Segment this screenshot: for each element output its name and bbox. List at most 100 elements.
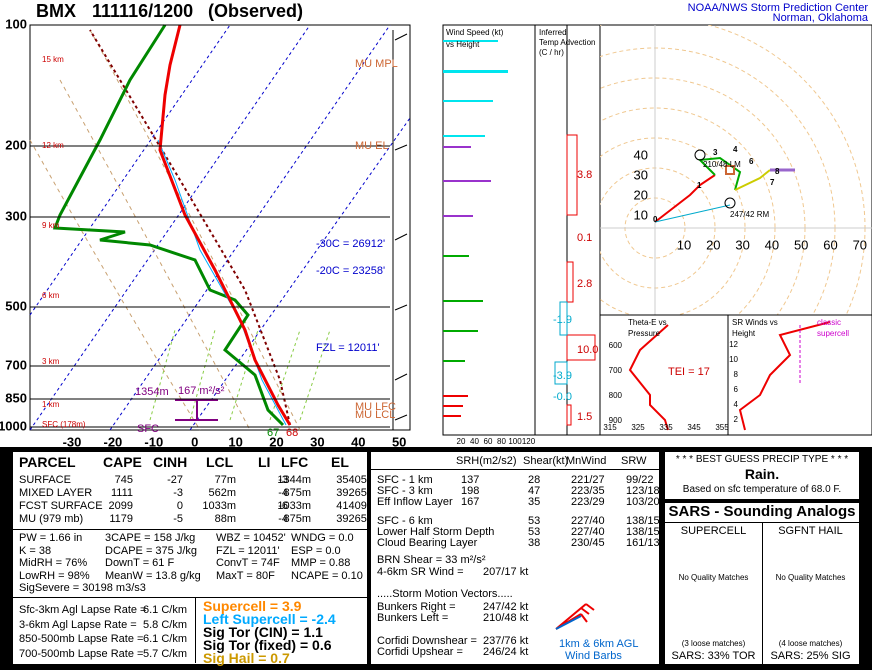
sars-result: SARS: 33% TOR [671, 650, 756, 662]
height-label: SFC (178m) [42, 420, 86, 429]
motion-title: .....Storm Motion Vectors..... [377, 588, 513, 600]
height-label: 1 km [42, 400, 60, 409]
srw-tick: 2 [734, 415, 739, 424]
parcel-header: LCL [206, 454, 234, 470]
hodo-x-tick: 30 [735, 237, 749, 252]
height-label: 9 km [42, 221, 60, 230]
adv-title: (C / hr) [539, 48, 564, 57]
hodo-hour: 3 [713, 148, 718, 157]
kin-cell: SFC - 6 km [377, 515, 433, 527]
barb-icon [555, 603, 595, 630]
pressure-label: 100 [5, 16, 27, 31]
precip-box: * * * BEST GUESS PRECIP TYPE * * * Rain. B… [664, 451, 860, 500]
thetae-p-tick: 800 [609, 391, 623, 400]
parcel-cell: 1179 [109, 513, 133, 525]
parcel-header: CINH [153, 454, 188, 470]
thermo-item: LowRH = 98% [19, 569, 90, 582]
adv-value: -3.9 [553, 370, 572, 382]
index: Sig Hail = 0.7 [203, 650, 290, 666]
eff-srh: 167 m²/s² [178, 385, 225, 397]
srw-title: SR Winds vs [732, 318, 778, 327]
parcel-cell: -4 [278, 487, 288, 499]
height-label: 12 km [42, 141, 64, 150]
adv-value: 1.5 [577, 411, 592, 423]
kin-cell: Eff Inflow Layer [377, 496, 453, 508]
pressure-label: 1000 [0, 418, 27, 433]
pressure-label: 700 [5, 357, 27, 372]
temp-label: -20 [104, 434, 123, 447]
hodo-rm: 247/42 RM [730, 210, 769, 219]
kin-cell: 123/18 [626, 485, 660, 497]
kin-cell: 53 [528, 526, 541, 538]
kin-cell: 38 [528, 537, 541, 549]
hodo-x-tick: 60 [823, 237, 837, 252]
parcel-header: EL [331, 454, 349, 470]
parcel-cell: 39265' [336, 513, 369, 525]
index: Left Supercell = -2.4 [203, 611, 336, 627]
kin-cell: 221/27 [571, 474, 605, 486]
hodo-hour: 6 [749, 157, 754, 166]
thermo-item: FZL = 12011' [216, 544, 280, 557]
srw-legend: classic [817, 318, 841, 327]
barb-caption: Wind Barbs [565, 650, 622, 662]
location: Norman, Oklahoma [773, 12, 869, 24]
srw-tick: 12 [729, 340, 738, 349]
parcel-cell: 562m [208, 487, 236, 499]
height-label: 15 km [42, 55, 64, 64]
motion-label: Bunkers Right = [377, 601, 456, 613]
sr46-value: 207/17 kt [483, 566, 529, 578]
hodograph [599, 24, 872, 316]
mu-mpl: MU MPL [355, 58, 398, 70]
motion-value: 237/76 kt [483, 635, 529, 647]
index: Sig Tor (CIN) = 1.1 [203, 624, 323, 640]
temp-label: 40 [351, 434, 365, 447]
hodo-hour: 7 [770, 178, 775, 187]
parcel-cell: 745 [114, 474, 133, 486]
thetae-title: Theta-E vs [628, 318, 667, 327]
parcel-cell: 39265' [336, 487, 369, 499]
parcel-cell: -5 [173, 513, 183, 525]
fzl: FZL = 12011' [316, 342, 380, 354]
hodo-x-tick: 10 [677, 237, 691, 252]
thetae-t-tick: 315 [603, 423, 617, 432]
sars-match: No Quality Matches [678, 573, 749, 582]
pressure-label: 300 [5, 208, 27, 223]
lapse-label: 850-500mb Lapse Rate = [19, 633, 144, 645]
index: Supercell = 3.9 [203, 598, 302, 614]
kin-cell: SFC - 1 km [377, 474, 433, 486]
hodo-hour: 4 [733, 145, 738, 154]
thermo-item: DCAPE = 375 J/kg [105, 544, 198, 557]
mu-el: MU EL [355, 140, 389, 152]
motion-value: 246/24 kt [483, 646, 529, 658]
kin-cell: 28 [528, 474, 541, 486]
parcel-cell: -4 [278, 513, 288, 525]
srw-legend: supercell [817, 329, 849, 338]
hodo-hour: 0 [653, 215, 658, 224]
thermo-item: ESP = 0.0 [291, 544, 341, 557]
precip-type: Rain. [744, 466, 780, 482]
kin-cell: 47 [528, 485, 541, 497]
wind-tick: 120 [522, 437, 536, 446]
thetae-subtitle: Pressure [628, 329, 661, 338]
sars-col: SUPERCELL [680, 525, 747, 537]
wind-panel [442, 24, 536, 436]
thetae-t-tick: 345 [687, 423, 701, 432]
parcel-cell: -3 [278, 474, 288, 486]
parcel-cell: 1033m [277, 500, 311, 512]
parcel-header: LI [258, 454, 271, 470]
wind-tick: 100 [508, 437, 522, 446]
temp-label: 0 [191, 434, 198, 447]
hodo-x-tick: 50 [794, 237, 808, 252]
wind-tick: 80 [497, 437, 506, 446]
hodo-lm: 210/48 LM [703, 160, 741, 169]
motion-label: Corfidi Upshear = [377, 646, 463, 658]
org: NOAA/NWS Storm Prediction Center [688, 2, 869, 14]
motion-value: 247/42 kt [483, 601, 529, 613]
barb-caption: 1km & 6km AGL [559, 638, 639, 650]
parcel-cell: -6 [278, 500, 288, 512]
kin-cell: 161/13 [626, 537, 660, 549]
parcel-cell: 875m [283, 487, 311, 499]
divider [762, 522, 763, 664]
lapse-value: 5.8 C/km [143, 618, 188, 631]
lapse-value: 6.1 C/km [143, 633, 188, 645]
